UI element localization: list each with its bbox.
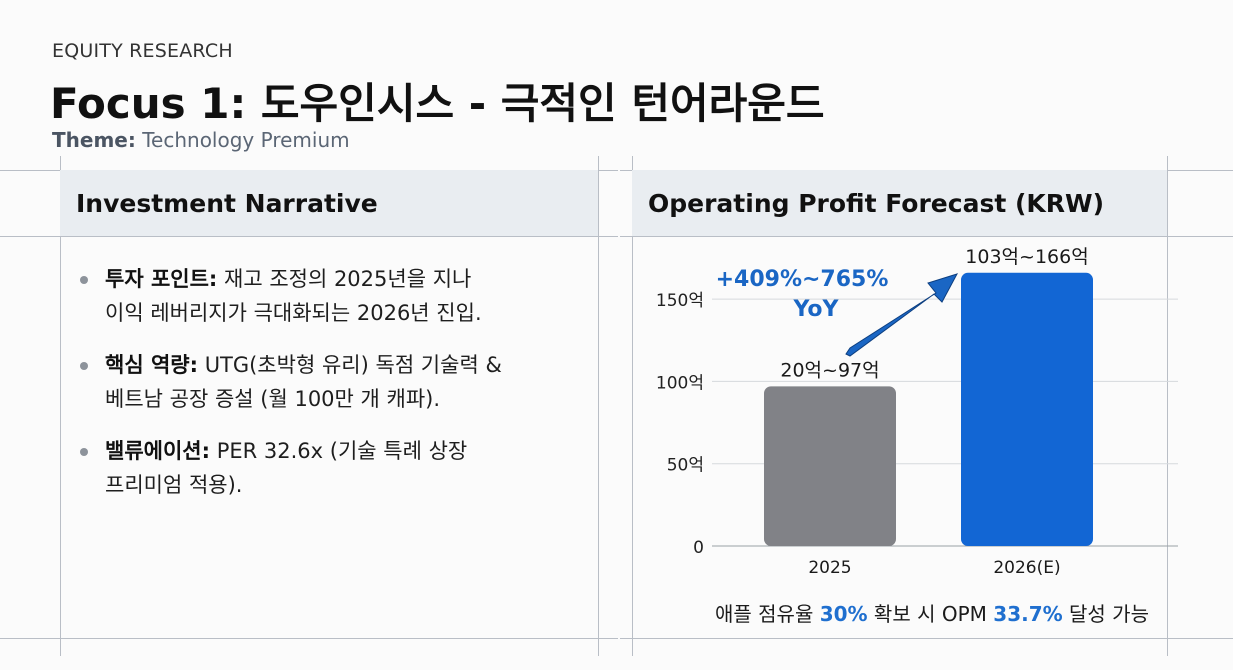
forecast-heading: Operating Profit Forecast (KRW) xyxy=(632,170,1167,236)
annotation-yoy: YoY xyxy=(793,297,840,322)
bullet-text: UTG(초박형 유리) 독점 기술력 & xyxy=(204,353,502,377)
growth-arrow-icon xyxy=(845,273,959,357)
footnote-mid: 확보 시 OPM xyxy=(867,602,994,626)
footnote-opm: 33.7% xyxy=(993,602,1063,626)
x-tick-label: 2026(E) xyxy=(993,558,1060,578)
y-tick-label: 100억 xyxy=(656,373,704,393)
frame-line xyxy=(632,156,633,656)
bar-2025 xyxy=(764,386,896,546)
narrative-bullets: 투자 포인트: 재고 조정의 2025년을 지나 이익 레버리지가 극대화되는 … xyxy=(80,262,600,520)
y-tick-label: 50억 xyxy=(667,456,704,476)
chart-footnote: 애플 점유율 30% 확보 시 OPM 33.7% 달성 가능 xyxy=(634,598,1230,627)
bullet-investment-point: 투자 포인트: 재고 조정의 2025년을 지나 이익 레버리지가 극대화되는 … xyxy=(80,262,600,330)
frame-line xyxy=(620,236,1233,237)
frame-line xyxy=(0,638,618,639)
frame-line xyxy=(60,156,61,656)
y-tick-label: 0 xyxy=(693,538,704,558)
footnote-post: 달성 가능 xyxy=(1062,602,1149,626)
bullet-label: 핵심 역량: xyxy=(105,353,198,377)
bullet-valuation: 밸류에이션: PER 32.6x (기술 특례 상장 프리미엄 적용). xyxy=(80,434,600,502)
bullet-text-cont: 프리미엄 적용). xyxy=(105,473,243,497)
frame-line xyxy=(0,236,618,237)
theme-line: Theme: Technology Premium xyxy=(52,128,350,152)
bullet-label: 밸류에이션: xyxy=(105,439,210,463)
eyebrow-label: EQUITY RESEARCH xyxy=(52,40,233,62)
bullet-text: PER 32.6x (기술 특례 상장 xyxy=(216,439,468,463)
bullet-core-competence: 핵심 역량: UTG(초박형 유리) 독점 기술력 & 베트남 공장 증설 (월… xyxy=(80,348,600,416)
data-label: 103억~166억 xyxy=(965,246,1088,268)
bullet-label: 투자 포인트: xyxy=(105,267,218,291)
bar-2026(E) xyxy=(961,272,1093,546)
annotation-growth: +409%~765% xyxy=(716,267,889,292)
bullet-text-cont: 이익 레버리지가 극대화되는 2026년 진입. xyxy=(105,301,482,325)
frame-line xyxy=(598,156,599,656)
bullet-dot-icon xyxy=(80,448,88,456)
bullet-dot-icon xyxy=(80,362,88,370)
data-label: 20억~97억 xyxy=(780,359,879,381)
bullet-text: 재고 조정의 2025년을 지나 xyxy=(224,267,472,291)
y-tick-label: 150억 xyxy=(656,291,704,311)
frame-line xyxy=(620,638,1233,639)
theme-label: Theme: xyxy=(52,128,136,152)
frame-line xyxy=(1167,156,1168,656)
x-tick-label: 2025 xyxy=(808,558,851,578)
footnote-share: 30% xyxy=(819,602,868,626)
page-title: Focus 1: 도우인시스 - 극적인 턴어라운드 xyxy=(50,79,825,128)
footnote-pre: 애플 점유율 xyxy=(714,602,820,626)
narrative-heading: Investment Narrative xyxy=(60,170,598,236)
operating-profit-chart: 0 50억 100억 150억 20억~97억 2025 103억~166억 2026(E) +… xyxy=(656,246,1178,578)
bullet-text-cont: 베트남 공장 증설 (월 100만 개 캐파). xyxy=(105,387,441,411)
bullet-dot-icon xyxy=(80,276,88,284)
theme-value: Technology Premium xyxy=(142,128,350,152)
